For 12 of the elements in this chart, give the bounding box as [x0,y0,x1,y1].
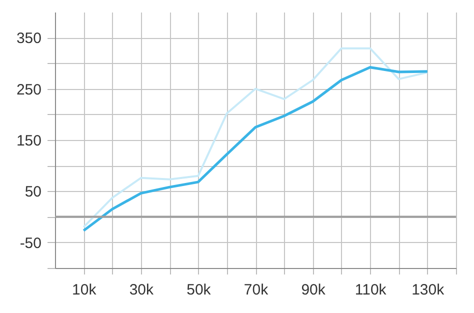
x-tick-label: 130k [412,282,445,298]
x-tick-label: 90k [301,282,326,298]
x-tick-label: 10k [72,282,97,298]
y-tick-label: 250 [16,81,42,98]
x-tick-label: 50k [186,282,212,298]
y-tick-label: 50 [24,184,42,201]
y-tick-label: 350 [16,30,42,48]
y-tick-label: -50 [20,234,42,252]
x-tick-label: 70k [244,282,269,298]
y-tick-label: 150 [16,132,42,150]
x-tick-label: 110k [354,282,387,298]
x-tick-label: 30k [129,282,154,298]
